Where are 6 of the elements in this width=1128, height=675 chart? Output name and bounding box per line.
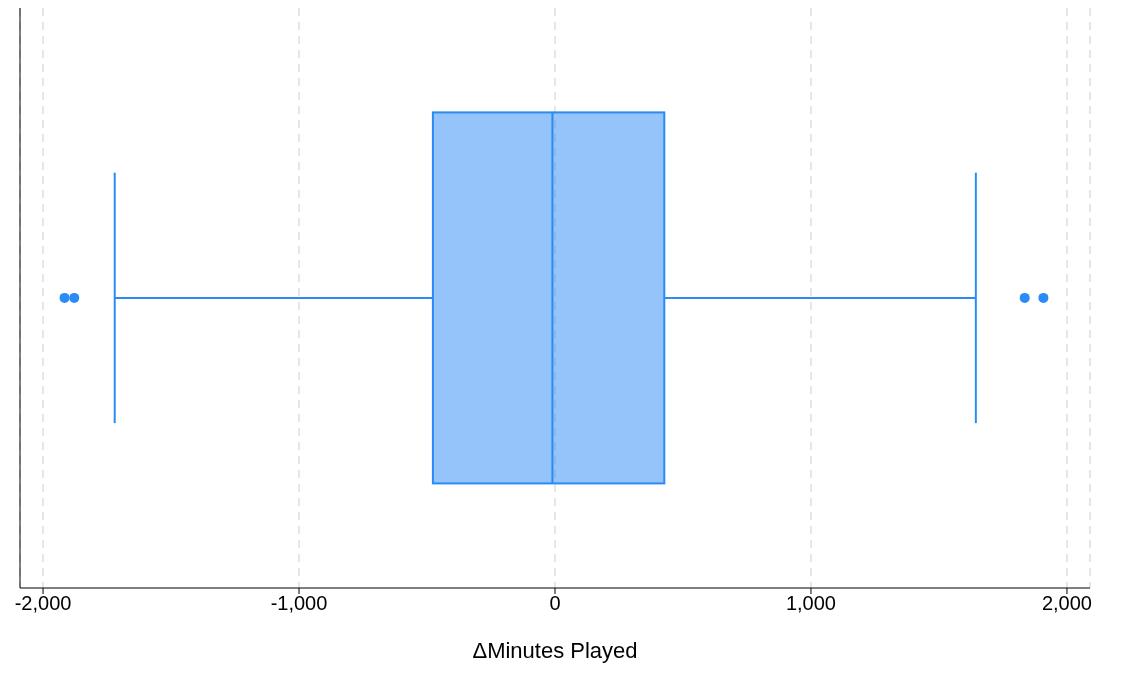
x-tick-label: 0 [549, 592, 561, 615]
x-axis-title: ΔMinutes Played [472, 638, 638, 663]
x-tick-label: -2,000 [14, 592, 72, 615]
x-tick-label: -1,000 [270, 592, 328, 615]
x-tick-label: 1,000 [785, 592, 837, 615]
x-tick-label: 2,000 [1041, 592, 1092, 615]
